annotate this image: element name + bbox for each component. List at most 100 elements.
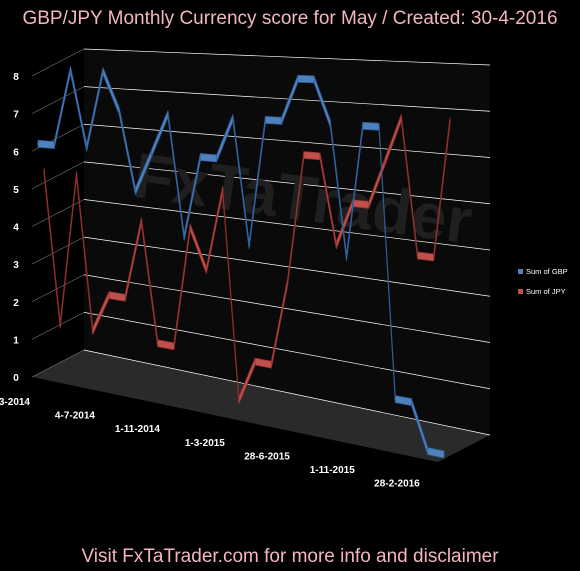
x-tick-label: 1-3-2014 — [0, 397, 30, 408]
data-point — [238, 399, 240, 401]
line-segment — [43, 167, 61, 329]
data-point — [410, 401, 413, 403]
chart-floor — [32, 350, 490, 462]
footer-link[interactable]: Visit FxTaTrader.com for more info and d… — [81, 546, 499, 567]
x-tick-label: 1-11-2014 — [115, 424, 160, 435]
data-point — [199, 156, 201, 158]
y-tick-label: 4 — [13, 223, 19, 234]
data-point — [173, 345, 175, 347]
legend-swatch — [518, 269, 523, 274]
data-point — [254, 360, 256, 363]
data-point — [124, 297, 126, 299]
y-tick-label: 6 — [13, 147, 19, 158]
data-point — [134, 190, 137, 193]
y-tick-label: 3 — [13, 260, 19, 271]
line-segment — [297, 74, 315, 84]
gridline-side — [31, 236, 85, 265]
data-point — [108, 294, 110, 296]
gridline-side — [31, 161, 85, 190]
data-point — [329, 123, 331, 125]
gridline — [83, 86, 491, 112]
data-point — [86, 147, 88, 149]
data-point — [167, 113, 169, 115]
data-point — [362, 125, 364, 127]
data-point — [189, 226, 191, 228]
y-tick-label: 1 — [13, 335, 19, 346]
data-point — [140, 220, 143, 222]
data-point — [183, 236, 185, 238]
legend-label: Sum of GBP — [526, 267, 568, 276]
chart-back-wall — [84, 49, 490, 435]
line-segment — [264, 115, 283, 125]
data-point — [433, 256, 435, 259]
gridline-side — [31, 199, 85, 227]
data-point — [400, 117, 402, 119]
x-tick-label: 28-2-2016 — [374, 479, 420, 490]
data-point — [427, 450, 429, 452]
data-point — [43, 170, 45, 172]
gridline — [83, 349, 491, 436]
gridline — [83, 312, 491, 390]
y-tick-label: 8 — [13, 72, 19, 83]
data-point — [37, 143, 39, 145]
x-tick-label: 1-3-2015 — [185, 438, 225, 449]
line-segment — [303, 151, 321, 161]
data-point — [449, 120, 451, 122]
data-point — [75, 174, 78, 176]
line-segment — [427, 447, 445, 459]
line-segment — [37, 139, 55, 150]
data-point — [378, 126, 380, 128]
data-point — [264, 119, 266, 121]
data-point — [205, 269, 207, 271]
line-segment — [362, 121, 380, 131]
y-tick-label: 0 — [13, 373, 19, 384]
line-segment — [417, 251, 435, 262]
line-segment — [53, 66, 71, 149]
data-point — [92, 330, 94, 332]
data-point — [287, 281, 289, 283]
gridline-side — [31, 48, 85, 77]
gridline — [83, 274, 491, 343]
x-tick-label: 1-11-2015 — [310, 465, 355, 476]
gridline — [83, 161, 491, 205]
data-point — [345, 256, 348, 258]
data-point — [118, 110, 120, 112]
line-segment — [433, 117, 451, 262]
chart-title: GBP/JPY Monthly Currency score for May /… — [22, 8, 557, 29]
data-point — [53, 144, 55, 146]
line-segment — [59, 171, 77, 329]
data-point — [69, 69, 72, 71]
gridline — [83, 48, 491, 66]
line-segment — [352, 199, 370, 209]
y-tick-label: 7 — [13, 110, 19, 121]
legend-label: Sum of JPY — [526, 287, 566, 296]
gridline-side — [31, 312, 85, 340]
data-point — [313, 78, 315, 80]
line-segment — [199, 153, 218, 163]
legend-swatch — [518, 289, 523, 294]
data-point — [319, 155, 321, 157]
gridline — [83, 236, 491, 297]
gridline-side — [31, 349, 85, 378]
data-point — [270, 364, 272, 366]
data-point — [416, 254, 419, 257]
y-tick-label: 5 — [13, 185, 19, 196]
data-point — [102, 70, 104, 72]
data-point — [248, 244, 250, 246]
y-tick-label: 2 — [13, 298, 19, 309]
data-point — [303, 154, 305, 156]
data-point — [297, 78, 299, 80]
data-point — [151, 152, 153, 154]
data-point — [368, 204, 370, 206]
series-jpy — [43, 114, 451, 404]
data-point — [222, 189, 224, 191]
data-point — [216, 157, 218, 159]
data-point — [232, 117, 234, 119]
data-point — [384, 161, 386, 163]
gridline — [83, 199, 491, 251]
data-point — [59, 324, 61, 326]
data-point — [281, 120, 283, 122]
data-point — [394, 398, 396, 400]
